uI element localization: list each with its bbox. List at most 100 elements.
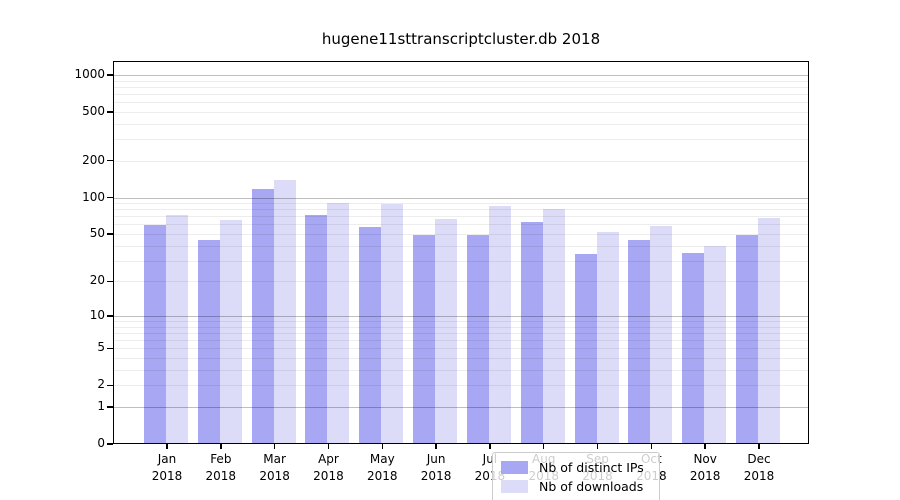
chart-title: hugene11sttranscriptcluster.db 2018	[321, 30, 601, 48]
bar-distinct-ips	[413, 235, 436, 444]
legend-item-downloads: Nb of downloads	[501, 477, 651, 496]
x-tick-label: Nov 2018	[689, 452, 721, 484]
minor-gridline	[113, 281, 809, 283]
y-tick-label: 200	[82, 152, 105, 167]
y-tick-label: 500	[82, 103, 105, 118]
minor-gridline	[113, 80, 809, 82]
minor-gridline	[113, 245, 809, 247]
minor-gridline	[113, 216, 809, 218]
x-tick-mark	[704, 444, 706, 449]
y-tick-mark	[107, 384, 113, 387]
x-tick-label: Dec 2018	[743, 452, 775, 484]
y-tick-mark	[107, 111, 113, 113]
bar-downloads	[650, 226, 673, 444]
y-tick-mark	[107, 406, 113, 408]
y-tick-label: 2	[97, 377, 105, 392]
y-tick-mark	[107, 159, 113, 162]
legend-label: Nb of downloads	[539, 479, 644, 494]
x-tick-label: Jun 2018	[420, 452, 452, 484]
minor-gridline	[113, 86, 809, 88]
x-tick-mark	[435, 444, 437, 449]
minor-gridline	[113, 209, 809, 211]
x-tick-mark	[327, 444, 330, 449]
y-tick-mark	[107, 315, 113, 317]
legend-item-distinct-ips: Nb of distinct IPs	[501, 458, 651, 477]
bar-distinct-ips	[628, 239, 651, 444]
bar-distinct-ips	[574, 254, 597, 444]
minor-gridline	[113, 332, 809, 334]
bar-downloads	[381, 203, 404, 444]
x-tick-mark	[650, 444, 653, 449]
bar-downloads	[435, 218, 458, 444]
bar-downloads	[488, 206, 511, 444]
y-tick-label: 20	[89, 273, 105, 288]
minor-gridline	[113, 348, 809, 350]
bar-distinct-ips	[197, 239, 220, 444]
legend-swatch-downloads	[501, 480, 528, 493]
minor-gridline	[113, 102, 809, 104]
minor-gridline	[113, 358, 809, 360]
y-tick-mark	[107, 443, 113, 445]
bar-distinct-ips	[359, 227, 382, 444]
bar-distinct-ips	[466, 235, 489, 444]
bar-distinct-ips	[520, 221, 543, 444]
minor-gridline	[113, 111, 809, 113]
bar-downloads	[219, 220, 242, 444]
minor-gridline	[113, 160, 809, 162]
bar-downloads	[758, 217, 780, 444]
legend-label: Nb of distinct IPs	[539, 460, 644, 475]
bar-downloads	[327, 203, 350, 444]
y-tick-mark	[107, 280, 113, 283]
bar-distinct-ips	[251, 188, 274, 444]
bar-downloads	[273, 179, 296, 444]
x-tick-mark	[273, 444, 276, 449]
y-tick-label: 5	[97, 340, 105, 355]
minor-gridline	[113, 326, 809, 328]
x-tick-mark	[596, 444, 599, 449]
bar-downloads	[596, 231, 619, 444]
x-tick-mark	[166, 444, 168, 449]
legend: Nb of distinct IPs Nb of downloads	[492, 452, 660, 500]
minor-gridline	[113, 260, 809, 262]
major-gridline	[113, 197, 809, 199]
bar-downloads	[542, 209, 565, 444]
x-tick-mark	[489, 444, 491, 449]
x-tick-mark	[220, 444, 222, 449]
x-tick-label: Jan 2018	[151, 452, 183, 484]
y-tick-label: 1	[97, 398, 105, 413]
x-tick-mark	[542, 444, 545, 449]
x-tick-mark	[758, 444, 760, 449]
minor-gridline	[113, 94, 809, 96]
legend-swatch-distinct-ips	[501, 461, 528, 474]
minor-gridline	[113, 340, 809, 342]
y-tick-label: 1000	[74, 67, 105, 81]
x-tick-label: Apr 2018	[313, 452, 344, 484]
y-tick-label: 0	[97, 436, 105, 450]
x-tick-mark	[381, 444, 384, 449]
major-gridline	[113, 315, 809, 317]
major-gridline	[113, 75, 809, 76]
minor-gridline	[113, 233, 809, 235]
major-gridline	[113, 406, 809, 408]
minor-gridline	[113, 139, 809, 141]
x-tick-label: May 2018	[366, 452, 398, 484]
minor-gridline	[113, 321, 809, 323]
bar-distinct-ips	[305, 214, 328, 444]
minor-gridline	[113, 385, 809, 387]
y-tick-mark	[107, 196, 113, 199]
bar-distinct-ips	[144, 225, 166, 444]
y-tick-mark	[107, 74, 113, 76]
minor-gridline	[113, 123, 809, 125]
x-tick-label: Mar 2018	[259, 452, 290, 484]
y-tick-label: 100	[82, 189, 105, 204]
y-tick-label: 10	[89, 307, 105, 322]
y-tick-mark	[107, 233, 113, 235]
y-tick-mark	[107, 347, 113, 350]
minor-gridline	[113, 203, 809, 205]
minor-gridline	[113, 224, 809, 226]
bar-downloads	[704, 245, 727, 444]
x-tick-label: Feb 2018	[205, 452, 237, 484]
y-tick-label: 50	[89, 225, 105, 240]
minor-gridline	[113, 369, 809, 371]
